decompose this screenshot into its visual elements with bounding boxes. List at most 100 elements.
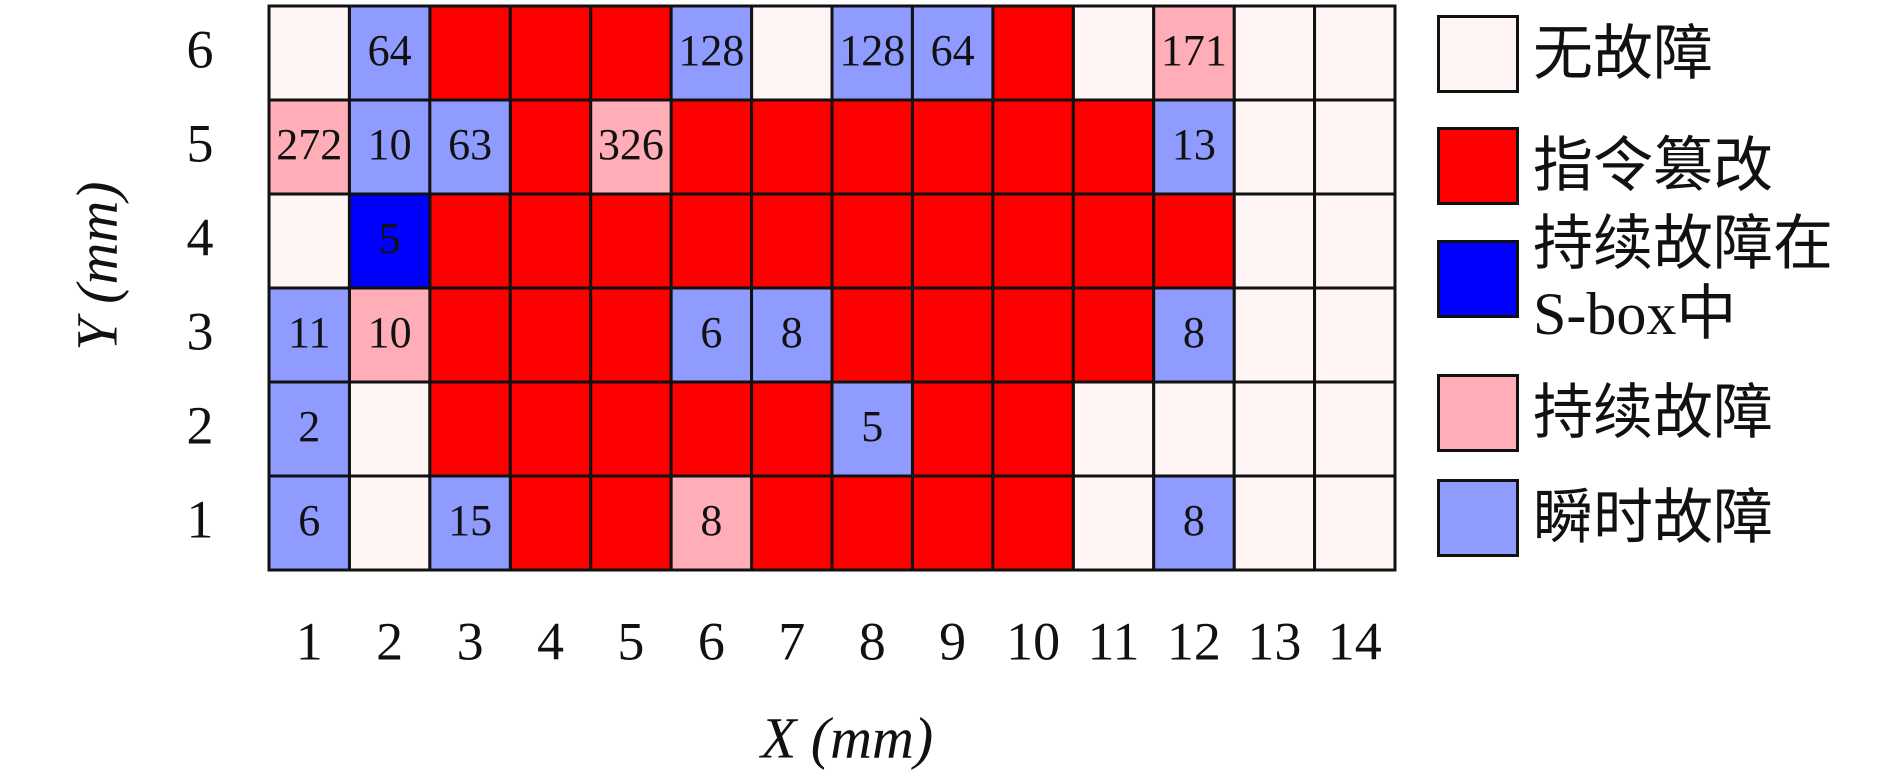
cell-label: 128 — [678, 26, 744, 75]
x-axis-label: X (mm) — [759, 705, 933, 770]
cell-label: 272 — [276, 120, 342, 169]
cell-label: 2 — [298, 402, 320, 451]
x-tick-label: 2 — [376, 611, 403, 671]
cell-label: 13 — [1172, 120, 1216, 169]
cell — [1152, 4, 1236, 102]
cell — [347, 380, 432, 478]
cell — [1071, 192, 1156, 290]
cell — [508, 474, 593, 572]
cell — [750, 474, 834, 572]
cell — [1071, 380, 1156, 478]
cell — [1071, 98, 1156, 196]
cell — [669, 4, 754, 102]
x-tick-label: 1 — [296, 611, 323, 671]
cell-label: 11 — [288, 308, 330, 357]
cell — [669, 98, 754, 196]
cell — [1152, 380, 1236, 478]
cell — [1313, 474, 1397, 572]
cell — [508, 192, 593, 290]
cell — [428, 474, 512, 572]
cell — [910, 286, 995, 384]
cell — [1313, 192, 1397, 290]
cell — [910, 380, 995, 478]
legend-item: 持续故障在S-box中 — [1437, 211, 1838, 347]
legend-swatch — [1437, 374, 1519, 452]
y-tick-label: 2 — [187, 395, 214, 455]
cell — [428, 286, 512, 384]
cell — [991, 4, 1075, 102]
x-tick-label: 9 — [939, 611, 966, 671]
cell — [1152, 286, 1236, 384]
cell — [589, 380, 673, 478]
cell — [1232, 4, 1317, 102]
cell-label: 10 — [368, 308, 412, 357]
legend-item: 指令篡改 — [1437, 127, 1838, 205]
y-tick-label: 1 — [187, 489, 214, 549]
cell — [589, 192, 673, 290]
x-tick-label: 10 — [1006, 611, 1060, 671]
x-tick-label: 7 — [778, 611, 805, 671]
cell — [267, 98, 351, 196]
cell — [267, 286, 351, 384]
cell — [830, 380, 914, 478]
cell — [267, 4, 351, 102]
cell — [1071, 474, 1156, 572]
cell — [1232, 380, 1317, 478]
x-tick-label: 14 — [1328, 611, 1382, 671]
legend-swatch — [1437, 15, 1519, 93]
cell-label: 6 — [700, 308, 722, 357]
x-tick-label: 12 — [1167, 611, 1221, 671]
cell — [1152, 98, 1236, 196]
cell — [991, 474, 1075, 572]
cell — [508, 4, 593, 102]
cell — [991, 98, 1075, 196]
legend-item: 持续故障 — [1437, 374, 1838, 452]
y-tick-label: 4 — [187, 207, 214, 267]
x-tick-label: 8 — [859, 611, 886, 671]
cell — [750, 98, 834, 196]
cell — [750, 380, 834, 478]
cell — [267, 474, 351, 572]
cell — [428, 380, 512, 478]
cell-label: 63 — [448, 120, 492, 169]
legend-swatch — [1437, 479, 1519, 557]
cell — [347, 192, 432, 290]
cell — [830, 474, 914, 572]
legend-item: 无故障 — [1437, 15, 1838, 93]
cell-label: 15 — [448, 496, 492, 545]
cell — [1071, 286, 1156, 384]
cell — [1232, 98, 1317, 196]
cell — [910, 4, 995, 102]
x-tick-label: 6 — [698, 611, 725, 671]
legend-item: 瞬时故障 — [1437, 479, 1838, 557]
cell — [589, 474, 673, 572]
x-tick-label: 3 — [457, 611, 484, 671]
cell-label: 8 — [700, 496, 722, 545]
cell-label: 8 — [1183, 308, 1205, 357]
cell — [991, 192, 1075, 290]
cell — [830, 4, 914, 102]
cell — [750, 4, 834, 102]
cell — [428, 4, 512, 102]
legend-label: 持续故障 — [1533, 380, 1773, 446]
cell — [267, 380, 351, 478]
legend-label: 瞬时故障 — [1533, 485, 1773, 551]
cell — [1071, 4, 1156, 102]
cell-label: 64 — [368, 26, 412, 75]
cell — [1152, 474, 1236, 572]
cell — [1313, 98, 1397, 196]
cell — [910, 98, 995, 196]
cell — [1313, 286, 1397, 384]
legend-label: 指令篡改 — [1533, 133, 1773, 199]
cell — [669, 474, 754, 572]
y-tick-label: 6 — [187, 19, 214, 79]
cell-label: 5 — [861, 402, 883, 451]
cell — [669, 192, 754, 290]
cell-label: 6 — [298, 496, 320, 545]
cell-label: 8 — [781, 308, 803, 357]
cell — [669, 286, 754, 384]
cell — [830, 98, 914, 196]
cell — [750, 192, 834, 290]
cell — [991, 380, 1075, 478]
